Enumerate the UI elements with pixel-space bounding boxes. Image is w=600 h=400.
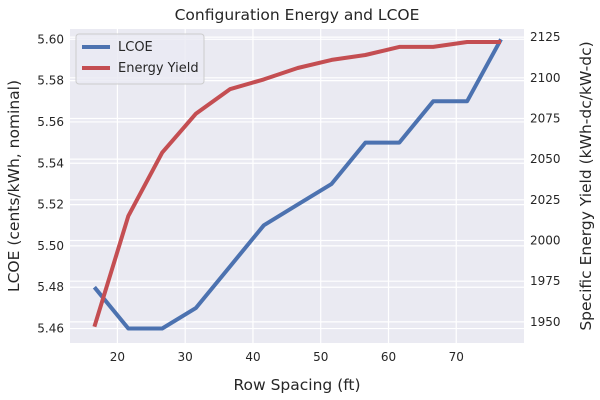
x-tick-label: 40 (245, 350, 260, 364)
y-right-tick-labels: 1950 1975 2000 2025 2050 2075 2100 2125 (530, 30, 561, 329)
y-left-axis-title: LCOE (cents/kWh, nominal) (5, 80, 23, 292)
y-right-tick-label: 2100 (530, 71, 561, 85)
y-right-tick-label: 2025 (530, 193, 561, 207)
y-left-tick-label: 5.58 (37, 74, 64, 88)
x-tick-labels: 20 30 40 50 60 70 (110, 350, 464, 364)
x-axis-title: Row Spacing (ft) (233, 376, 360, 394)
series-lines (92, 38, 503, 331)
x-tick-label: 60 (381, 350, 396, 364)
chart-title: Configuration Energy and LCOE (175, 6, 420, 24)
y-left-tick-labels: 5.46 5.48 5.50 5.52 5.54 5.56 5.58 5.60 (37, 32, 64, 335)
y-left-tick-label: 5.46 (37, 322, 64, 336)
y-right-tick-label: 1950 (530, 315, 561, 329)
series-line-lcoe (92, 38, 503, 331)
legend-label-energy-yield: Energy Yield (118, 61, 199, 76)
x-tick-label: 70 (449, 350, 464, 364)
y-left-tick-label: 5.60 (37, 32, 64, 46)
y-right-axis-title: Specific Energy Yield (kWh-dc/kW-dc) (577, 41, 595, 330)
y-right-tick-label: 2000 (530, 234, 561, 248)
y-left-tick-label: 5.52 (37, 198, 64, 212)
y-left-tick-label: 5.54 (37, 156, 64, 170)
y-right-tick-label: 2125 (530, 30, 561, 44)
x-tick-label: 20 (110, 350, 125, 364)
x-tick-label: 50 (313, 350, 328, 364)
legend-label-lcoe: LCOE (118, 40, 153, 55)
y-right-tick-label: 1975 (530, 274, 561, 288)
y-right-tick-label: 2050 (530, 152, 561, 166)
y-right-tick-label: 2075 (530, 111, 561, 125)
x-tick-label: 30 (178, 350, 193, 364)
y-left-tick-label: 5.56 (37, 115, 64, 129)
series-line-energy-yield (92, 40, 501, 328)
y-left-tick-label: 5.48 (37, 280, 64, 294)
legend: LCOE Energy Yield (75, 33, 205, 85)
y-left-tick-label: 5.50 (37, 239, 64, 253)
